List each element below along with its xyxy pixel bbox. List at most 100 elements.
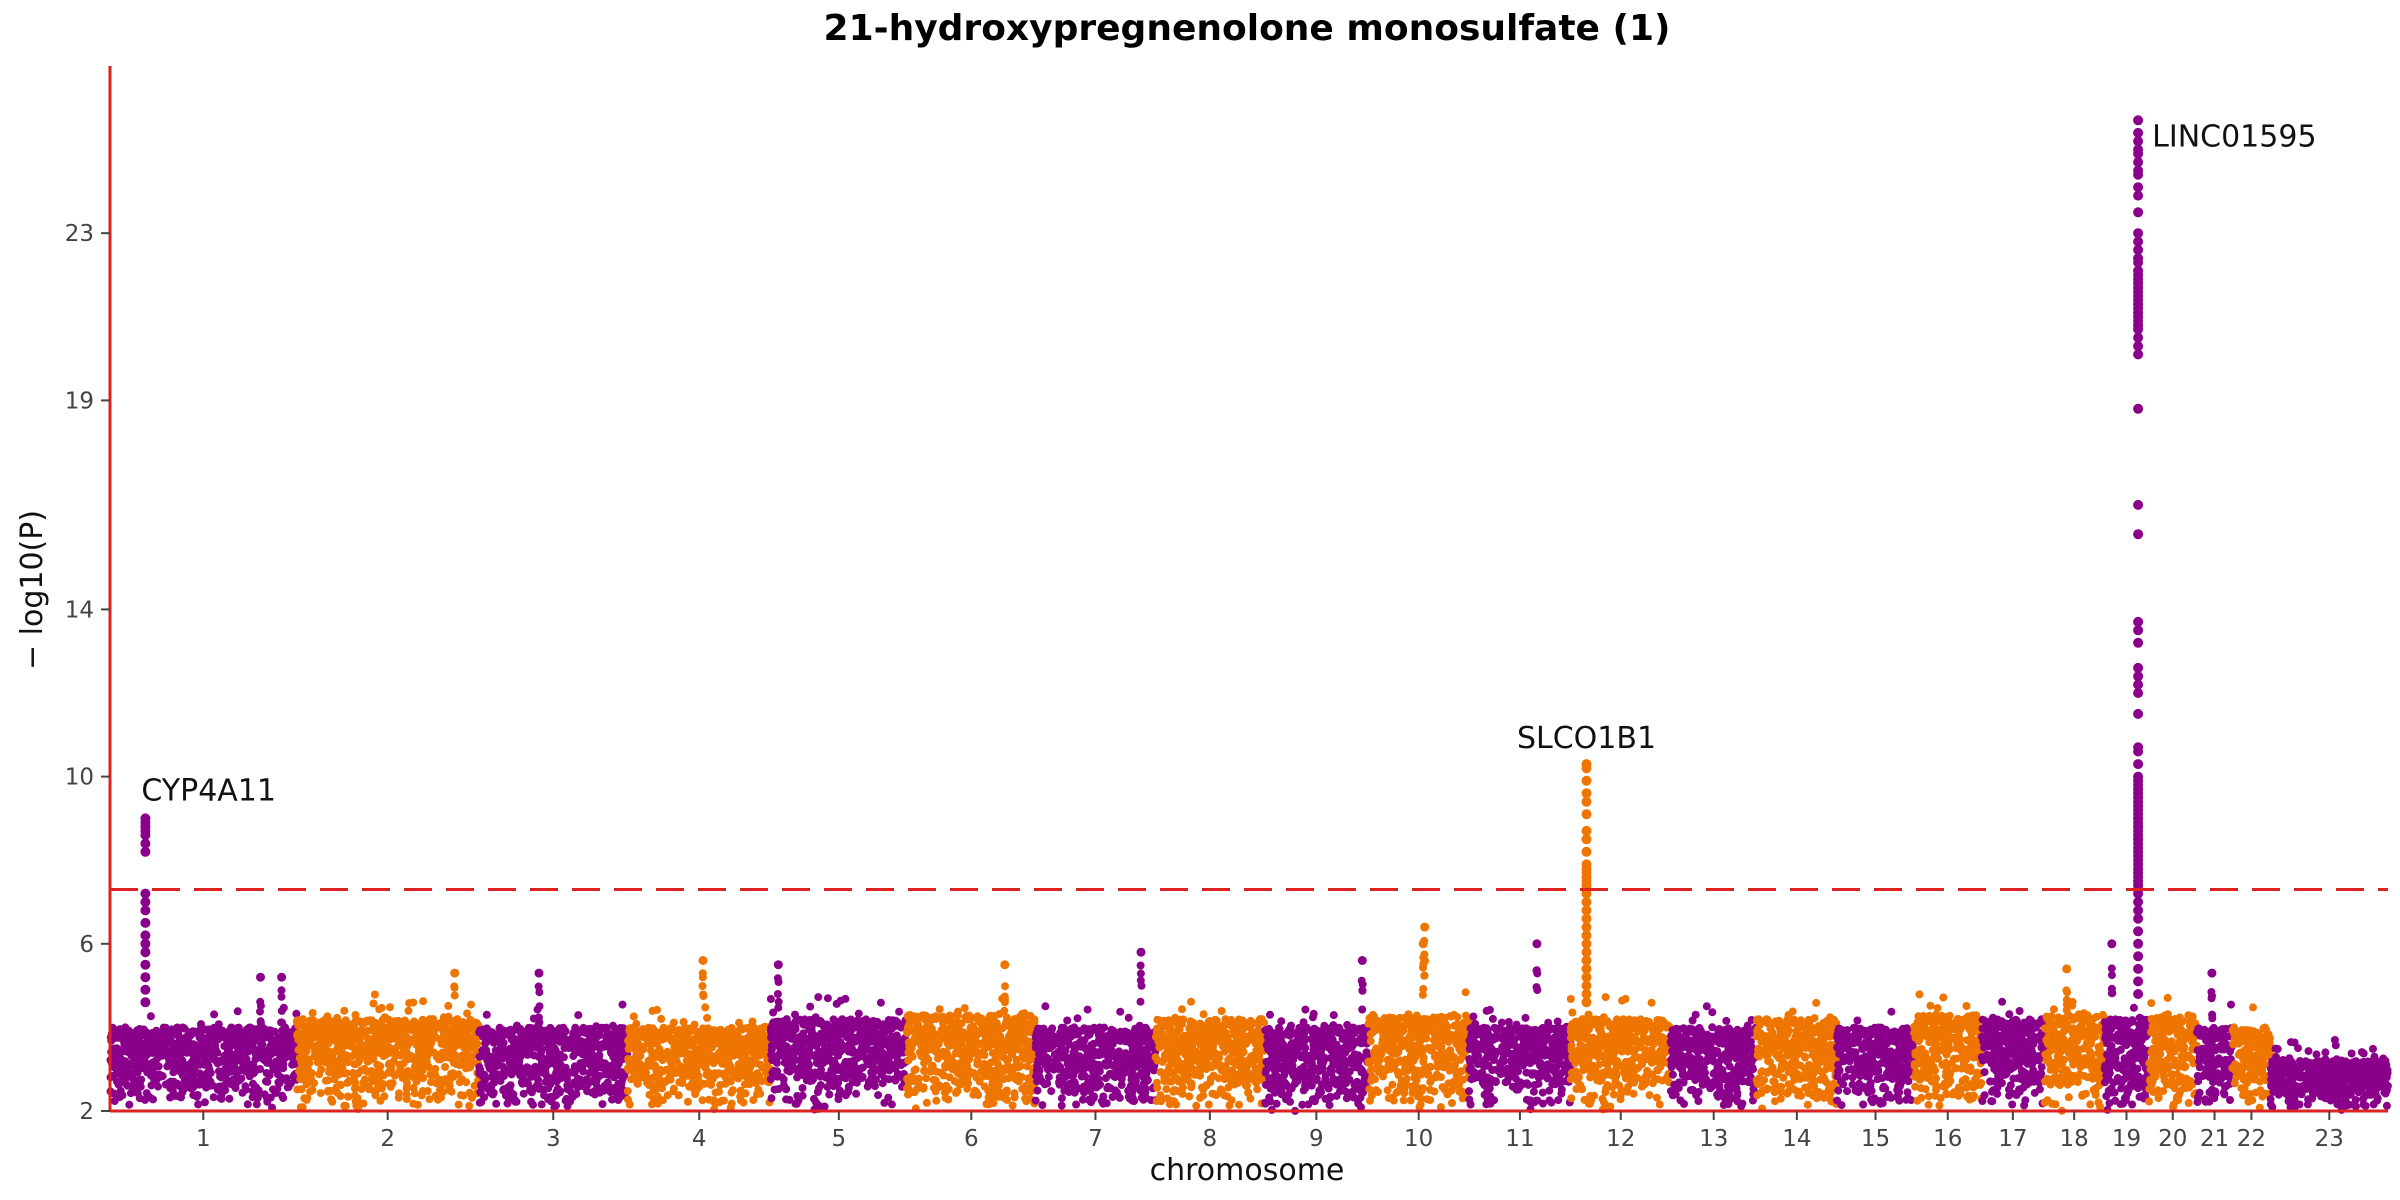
snp-point [437, 1081, 446, 1090]
snp-point [897, 1045, 906, 1054]
snp-point [781, 1053, 790, 1062]
snp-point [335, 1018, 344, 1027]
snp-point [303, 1094, 312, 1103]
snp-point [690, 1020, 699, 1029]
snp-point [414, 1049, 423, 1058]
snp-point [546, 1043, 555, 1052]
snp-point [244, 1036, 253, 1045]
snp-point [610, 1073, 619, 1082]
snp-point [678, 1067, 686, 1076]
snp-point [275, 1079, 284, 1088]
snp-point [524, 1064, 533, 1073]
snp-point [1124, 1086, 1133, 1095]
snp-point [661, 1078, 670, 1087]
snp-point [627, 1037, 635, 1046]
snp-point [402, 1095, 411, 1104]
snp-point [266, 1042, 275, 1051]
snp-point [461, 1042, 470, 1051]
snp-point [733, 1073, 742, 1082]
snp-point [1172, 1074, 1181, 1083]
snp-point [1009, 1015, 1018, 1024]
snp-point [572, 1090, 581, 1099]
snp-point [213, 1035, 222, 1044]
snp-point [297, 1042, 306, 1051]
snp-point [583, 1078, 592, 1087]
snp-point [431, 1064, 440, 1073]
snp-point [834, 1095, 843, 1104]
snp-point [344, 1092, 353, 1101]
snp-point [766, 1075, 775, 1084]
snp-point [921, 1054, 930, 1063]
snp-point [221, 1034, 230, 1043]
snp-point [351, 1011, 360, 1019]
snp-point [629, 1012, 638, 1021]
snp-point [709, 1059, 718, 1068]
snp-point [503, 1089, 512, 1097]
snp-point [290, 1060, 299, 1068]
snp-point [176, 1045, 185, 1054]
snp-point [939, 1019, 947, 1028]
snp-point [610, 1062, 619, 1071]
snp-point [402, 1032, 411, 1041]
snp-point [1004, 1074, 1013, 1083]
snp-point [632, 1054, 641, 1062]
snp-point [409, 1055, 418, 1064]
snp-point [344, 1037, 353, 1046]
snp-point [1193, 1024, 1202, 1033]
snp-point [1243, 1036, 1252, 1044]
snp-point [993, 1060, 1002, 1068]
snp-point [139, 1064, 148, 1073]
snp-point [136, 1082, 145, 1091]
snp-point [413, 1062, 422, 1070]
snp-point [1165, 1100, 1174, 1109]
snp-point [614, 1079, 623, 1088]
snp-point [834, 1066, 843, 1074]
snp-point [806, 1002, 815, 1011]
snp-point [1013, 1063, 1022, 1072]
snp-point [1236, 1024, 1245, 1033]
snp-point [813, 1088, 822, 1096]
snp-point [919, 1083, 928, 1092]
snp-point [880, 1098, 889, 1107]
snp-point [556, 1060, 565, 1069]
snp-point [921, 1048, 930, 1056]
snp-point [1235, 1100, 1243, 1109]
snp-point [302, 1024, 310, 1033]
snp-point [395, 1089, 403, 1098]
snp-point [746, 1025, 755, 1033]
snp-point [1212, 1018, 1221, 1026]
snp-point [353, 1098, 362, 1107]
snp-point [354, 1058, 363, 1067]
snp-point [539, 1085, 548, 1094]
snp-point [854, 1069, 863, 1078]
snp-point [197, 1020, 205, 1029]
snp-point [466, 1015, 475, 1024]
snp-point [715, 1087, 723, 1096]
snp-point [650, 1053, 659, 1062]
snp-point [930, 1084, 938, 1092]
snp-point [1021, 1094, 1030, 1103]
snp-point [467, 1000, 475, 1009]
snp-point [200, 1052, 209, 1061]
snp-point [1067, 1058, 1076, 1067]
snp-point [821, 1024, 830, 1032]
snp-point [1061, 1046, 1070, 1055]
snp-point [952, 1048, 961, 1057]
snp-point [694, 1031, 703, 1040]
snp-point [499, 1062, 507, 1071]
snp-point [368, 1044, 377, 1053]
snp-point [1223, 1073, 1232, 1082]
snp-point [279, 1059, 288, 1068]
snp-point [859, 1048, 868, 1056]
snp-point [178, 1088, 187, 1097]
snp-point [293, 1085, 302, 1094]
snp-point [534, 1043, 543, 1051]
snp-point [1141, 1084, 1150, 1093]
snp-point [637, 1043, 646, 1052]
snp-point [778, 1046, 787, 1055]
snp-point [1015, 1022, 1023, 1030]
snp-point [675, 1030, 683, 1039]
snp-point [1225, 1054, 1234, 1063]
snp-point [867, 1068, 876, 1077]
